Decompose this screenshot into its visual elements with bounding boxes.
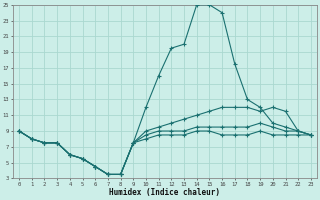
X-axis label: Humidex (Indice chaleur): Humidex (Indice chaleur)	[109, 188, 220, 197]
